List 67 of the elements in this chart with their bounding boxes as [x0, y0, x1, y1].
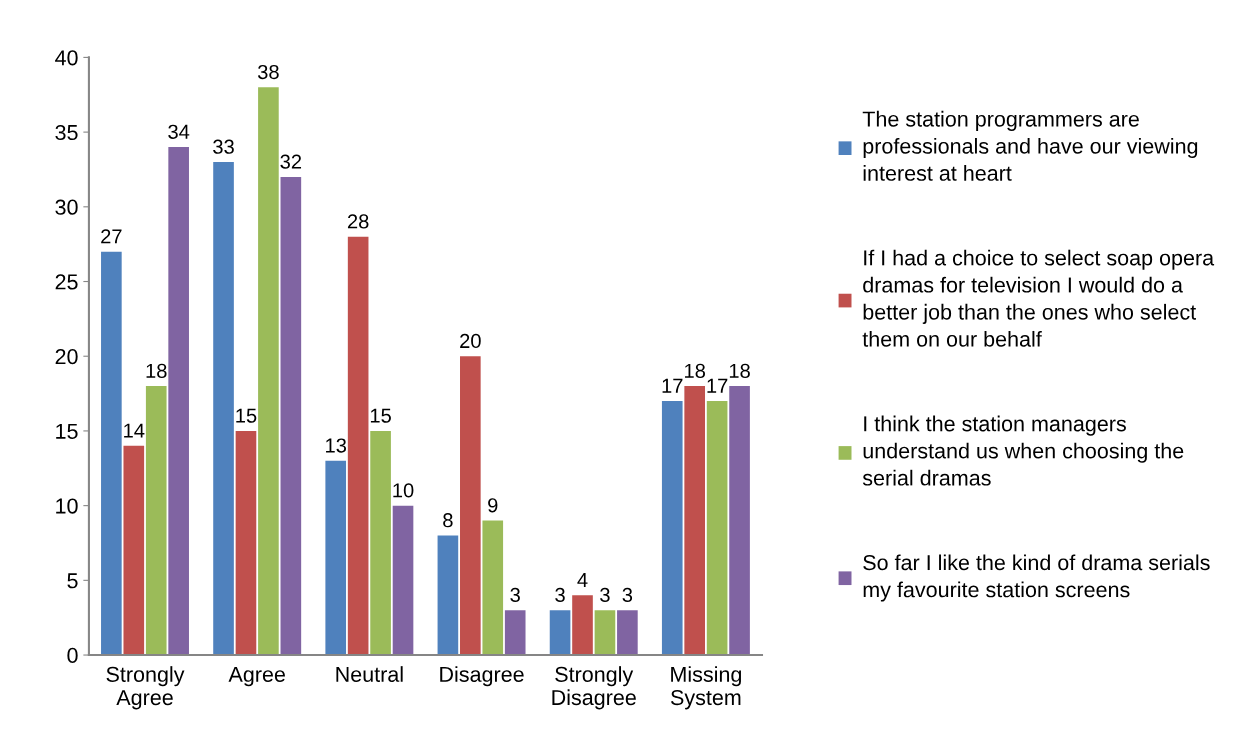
- bar: [729, 386, 750, 656]
- data-label: 3: [510, 587, 520, 603]
- data-label: 18: [685, 363, 706, 378]
- data-label: 10: [393, 483, 414, 498]
- data-label: 20: [460, 333, 481, 349]
- y-tick-label: 20: [55, 348, 78, 365]
- y-tick-label: 15: [56, 423, 78, 439]
- x-tick-label: Strongly Agree: [106, 666, 185, 710]
- data-label: 3: [622, 587, 633, 603]
- legend-label: The station programmers are professionals and have our viewing interest at heart: [862, 110, 1198, 181]
- x-tick-label: Strongly Disagree: [552, 666, 636, 710]
- bar: [594, 610, 616, 656]
- data-label: 15: [236, 408, 257, 423]
- bar: [572, 595, 593, 656]
- data-label: 18: [146, 363, 167, 378]
- bar: [123, 445, 145, 656]
- y-tick-label: 0: [67, 647, 78, 664]
- bar: [168, 147, 189, 656]
- bar: [617, 610, 638, 656]
- bar: [101, 251, 122, 656]
- y-tick-label: 35: [55, 124, 78, 141]
- bar: [504, 610, 526, 656]
- data-label: 4: [577, 573, 588, 587]
- legend-label: So far I like the kind of drama serials my favourite station screens: [863, 554, 1210, 602]
- bar: [145, 386, 167, 656]
- data-label: 8: [443, 513, 453, 528]
- bar: [661, 401, 683, 656]
- y-tick-label: 10: [56, 498, 78, 514]
- data-label: 13: [326, 438, 347, 453]
- y-tick-label: 5: [67, 573, 78, 589]
- bar: [482, 520, 504, 656]
- data-label: 18: [729, 363, 750, 378]
- data-label: 15: [370, 408, 391, 423]
- x-tick-label: Neutral: [336, 666, 403, 682]
- bar: [370, 430, 391, 656]
- bar: [684, 386, 706, 656]
- data-label: 14: [124, 423, 145, 438]
- data-label: 33: [213, 139, 234, 154]
- data-label: 38: [257, 64, 279, 80]
- legend-label: If I had a choice to select soap opera dramas for television I would do a better job than the ones who select them on our behalf: [862, 249, 1215, 347]
- bar: [460, 356, 481, 656]
- bar: [235, 430, 257, 656]
- y-tick-label: 40: [55, 50, 78, 66]
- data-label: 28: [347, 214, 369, 229]
- bar: [549, 610, 571, 656]
- data-label: 32: [280, 154, 302, 169]
- y-tick-label: 25: [55, 274, 78, 290]
- data-label: 17: [662, 378, 683, 393]
- legend-label: I think the station managers understand us when choosing the serial dramas: [862, 415, 1184, 486]
- x-tick-label: Disagree: [440, 666, 524, 687]
- data-label: 9: [488, 498, 498, 513]
- data-label: 27: [101, 229, 122, 244]
- bar: [325, 460, 347, 656]
- bar: [258, 87, 279, 656]
- y-tick-label: 30: [55, 199, 78, 215]
- data-label: 17: [707, 378, 728, 393]
- bar: [347, 236, 369, 656]
- bar: [437, 535, 459, 656]
- bar: [213, 161, 234, 656]
- bar: [280, 176, 302, 656]
- x-tick-label: Missing System: [671, 666, 742, 710]
- data-label: 3: [555, 587, 565, 603]
- x-tick-label: Agree: [228, 666, 285, 687]
- data-label: 34: [168, 124, 190, 139]
- bar: [392, 505, 414, 656]
- bar: [706, 401, 728, 656]
- data-label: 3: [600, 587, 610, 603]
